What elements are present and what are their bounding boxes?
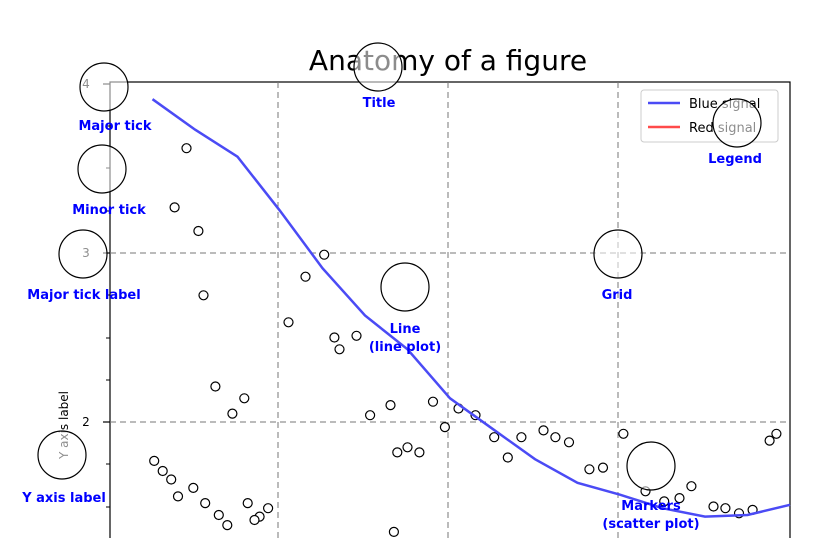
- minor-tick-callout-circle: [77, 144, 127, 194]
- grid: [110, 82, 790, 538]
- scatter-marker: [222, 519, 233, 531]
- blue-signal-line: [151, 98, 791, 518]
- scatter-marker: [283, 317, 294, 328]
- scatter-marker: [686, 481, 697, 492]
- scatter-marker: [249, 514, 260, 526]
- scatter-marker: [538, 425, 549, 436]
- scatter-marker: [200, 498, 211, 509]
- scatter-marker: [516, 432, 527, 443]
- line-annotation-sub: (line plot): [369, 340, 441, 355]
- scatter-marker: [550, 432, 561, 443]
- scatter-marker: [351, 330, 362, 341]
- grid-annotation: Grid: [602, 288, 633, 303]
- line-annotation: Line: [390, 322, 421, 337]
- scatter-marker: [300, 271, 311, 282]
- y-axis-label-annotation: Y axis label: [21, 491, 106, 506]
- scatter-marker: [427, 396, 439, 407]
- legend-callout-circle: [712, 98, 762, 148]
- y-axis-label-callout-circle: [37, 430, 87, 480]
- scatter-marker: [597, 462, 609, 473]
- major-tick-callout-circle: [79, 62, 129, 112]
- scatter-marker: [414, 447, 425, 458]
- markers-annotation: Markers: [621, 499, 681, 514]
- scatter-marker: [172, 491, 184, 502]
- scatter-markers: [149, 143, 782, 538]
- chart-title: Anatomy of a figure: [309, 44, 587, 77]
- scatter-marker: [213, 509, 224, 521]
- annotation-circles: [37, 42, 762, 491]
- scatter-marker: [720, 503, 731, 514]
- scatter-marker: [388, 526, 399, 538]
- scatter-marker: [365, 410, 376, 421]
- scatter-marker: [149, 455, 160, 466]
- markers-callout-circle: [626, 441, 676, 491]
- scatter-marker: [771, 428, 782, 439]
- line-callout-circle: [380, 262, 430, 312]
- major-tick-annotation: Major tick: [78, 119, 151, 134]
- scatter-marker: [239, 393, 250, 404]
- scatter-marker: [402, 442, 413, 453]
- scatter-marker: [263, 503, 274, 514]
- scatter-marker: [674, 493, 685, 504]
- scatter-marker: [166, 474, 177, 485]
- scatter-marker: [618, 428, 629, 439]
- scatter-marker: [439, 422, 450, 433]
- scatter-marker: [392, 447, 403, 458]
- scatter-marker: [489, 432, 500, 443]
- y-tick-label-2: 2: [82, 415, 90, 429]
- title-annotation: Title: [363, 96, 396, 111]
- scatter-marker: [584, 464, 595, 475]
- scatter-marker: [193, 225, 204, 237]
- grid-callout-circle: [593, 229, 643, 279]
- scatter-marker: [319, 249, 330, 260]
- scatter-marker: [659, 496, 670, 507]
- scatter-marker: [385, 400, 396, 411]
- scatter-marker: [502, 452, 513, 463]
- scatter-marker: [708, 501, 719, 512]
- scatter-marker: [188, 482, 199, 493]
- title-callout-circle: [353, 42, 403, 92]
- y-minor-ticks: [106, 125, 110, 508]
- scatter-marker: [334, 344, 345, 355]
- scatter-marker: [329, 332, 340, 343]
- scatter-marker: [181, 143, 192, 154]
- scatter-marker: [169, 202, 180, 213]
- major-tick-label-annotation: Major tick label: [27, 288, 140, 303]
- minor-tick-annotation: Minor tick: [72, 203, 146, 218]
- scatter-marker: [198, 290, 209, 301]
- scatter-marker: [764, 435, 775, 446]
- scatter-marker: [157, 465, 168, 477]
- markers-annotation-sub: (scatter plot): [602, 517, 699, 532]
- scatter-marker: [563, 437, 575, 448]
- legend-annotation: Legend: [708, 152, 762, 167]
- axes-frame: [109, 81, 791, 538]
- major-tick-label-callout-circle: [58, 229, 108, 279]
- scatter-marker: [227, 408, 238, 419]
- scatter-marker: [242, 498, 253, 509]
- scatter-marker: [210, 381, 221, 392]
